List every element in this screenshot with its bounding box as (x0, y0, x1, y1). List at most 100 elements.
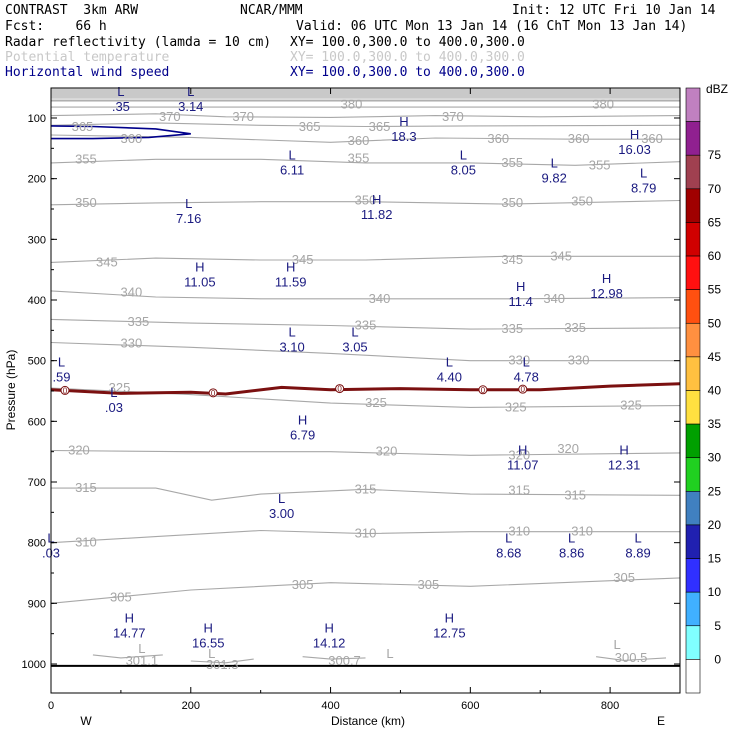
field1-name: Radar reflectivity (lamda = 10 cm) (5, 35, 272, 50)
tropopause-label-bg (518, 384, 528, 394)
theta-contour-360 (51, 134, 680, 143)
theta-label: 345 (501, 252, 523, 267)
x-tick-label: 200 (182, 700, 200, 712)
y-axis-title: Pressure (hPa) (4, 350, 18, 431)
theta-contour-320 (51, 449, 680, 456)
high-marker: H (399, 114, 408, 129)
y-tick-label: 700 (28, 477, 46, 489)
extremum-value: 3.05 (342, 339, 367, 354)
theta-label: 355 (348, 151, 370, 166)
theta-contour-350 (51, 199, 680, 206)
x-tick-label: 400 (321, 700, 339, 712)
extremum-value: 18.3 (391, 129, 416, 144)
theta-contour-335 (51, 318, 680, 330)
theta-label: 310 (75, 535, 97, 550)
high-marker: H (298, 412, 307, 427)
theta-label: 320 (557, 441, 579, 456)
theta-label: 365 (72, 119, 94, 134)
tropopause-label: 0 (211, 389, 216, 398)
high-marker: H (195, 259, 204, 274)
theta-label: 315 (564, 487, 586, 502)
low-marker: L (386, 646, 393, 661)
colorbar-swatch (685, 423, 701, 459)
field3-name: Horizontal wind speed (5, 65, 170, 80)
theta-contour-355 (51, 158, 680, 166)
theta-label: 325 (505, 399, 527, 414)
theta-label: 305 (110, 589, 132, 604)
y-tick-label: 400 (28, 295, 46, 307)
theta-label: 370 (442, 109, 464, 124)
theta-contour-330 (51, 341, 680, 362)
colorbar-level: 50 (708, 316, 722, 330)
field1-xy: XY= 100.0,300.0 to 400.0,300.0 (290, 35, 525, 50)
theta-contour-365 (51, 122, 680, 128)
theta-label: 345 (96, 254, 118, 269)
east-label: E (657, 714, 665, 728)
colorbar: dBZ 0 5 10 15 20 25 30 35 40 45 50 55 60 65 70 75 (685, 82, 728, 694)
forecast-hour: Fcst: 66 h (5, 19, 107, 34)
theta-contour-345 (51, 255, 680, 263)
extremum-value: 6.11 (280, 162, 304, 177)
extremum-value: 12.31 (608, 458, 641, 473)
y-tick-label: 900 (28, 598, 46, 610)
colorbar-swatch (685, 491, 701, 526)
colorbar-swatch (685, 457, 701, 492)
colorbar-title: dBZ (706, 82, 728, 96)
extremum-value: 8.86 (559, 546, 584, 561)
high-marker: H (324, 620, 333, 635)
high-marker: H (630, 127, 639, 142)
extremum-value: .03 (105, 400, 123, 415)
low-marker: L (505, 531, 512, 546)
theta-label: 320 (376, 444, 398, 459)
tropopause-label: 0 (63, 386, 68, 395)
theta-contour-301.3 (190, 658, 254, 664)
tropopause-label: 0 (521, 385, 526, 394)
extremum-value: 11.07 (507, 458, 539, 473)
high-marker: H (516, 279, 525, 294)
init-time: Init: 12 UTC Fri 10 Jan 14 (512, 3, 716, 18)
y-tick-label: 1000 (22, 659, 46, 671)
extremum-value: 16.03 (618, 142, 651, 157)
low-marker: L (640, 165, 647, 180)
theta-label: 350 (355, 193, 377, 208)
low-marker: L (568, 531, 575, 546)
theta-label: 360 (487, 131, 509, 146)
colorbar-swatch (685, 558, 701, 593)
upper-theta-band (51, 88, 680, 99)
theta-label: 350 (571, 194, 593, 209)
colorbar-swatch (685, 154, 701, 190)
low-marker: L (460, 147, 467, 162)
tropopause-label: 0 (481, 386, 486, 395)
theta-label: 310 (355, 526, 377, 541)
extremum-value: 11.05 (184, 274, 216, 289)
extremum-value: 11.82 (361, 207, 393, 222)
extremum-value: 14.12 (313, 635, 346, 650)
extremum-value: 12.75 (433, 626, 466, 641)
theta-label: 370 (232, 109, 254, 124)
theta-label: 365 (369, 119, 391, 134)
high-marker: H (286, 259, 295, 274)
high-marker: H (619, 443, 628, 458)
model-title: CONTRAST 3km ARW (5, 3, 139, 18)
x-tick-label: 800 (601, 700, 619, 712)
high-marker: H (125, 611, 134, 626)
colorbar-level: 60 (708, 249, 722, 263)
colorbar-swatch (685, 625, 701, 660)
wind-contour (51, 125, 191, 140)
colorbar-level: 20 (708, 518, 722, 532)
extremum-value: 4.78 (514, 370, 539, 385)
colorbar-swatch (685, 222, 701, 257)
theta-contour-301.1 (92, 654, 163, 659)
colorbar-swatch (685, 659, 701, 694)
theta-label: 360 (121, 131, 143, 146)
y-tick-label: 300 (28, 234, 46, 246)
low-marker: L (288, 324, 295, 339)
tropopause-line (51, 382, 680, 396)
extremum-value: 3.10 (279, 339, 304, 354)
low-marker: L (351, 324, 358, 339)
colorbar-swatch (685, 356, 701, 391)
theta-label: 380 (341, 97, 363, 112)
theta-label: 340 (121, 285, 143, 300)
tropopause-label-bg (208, 388, 218, 398)
